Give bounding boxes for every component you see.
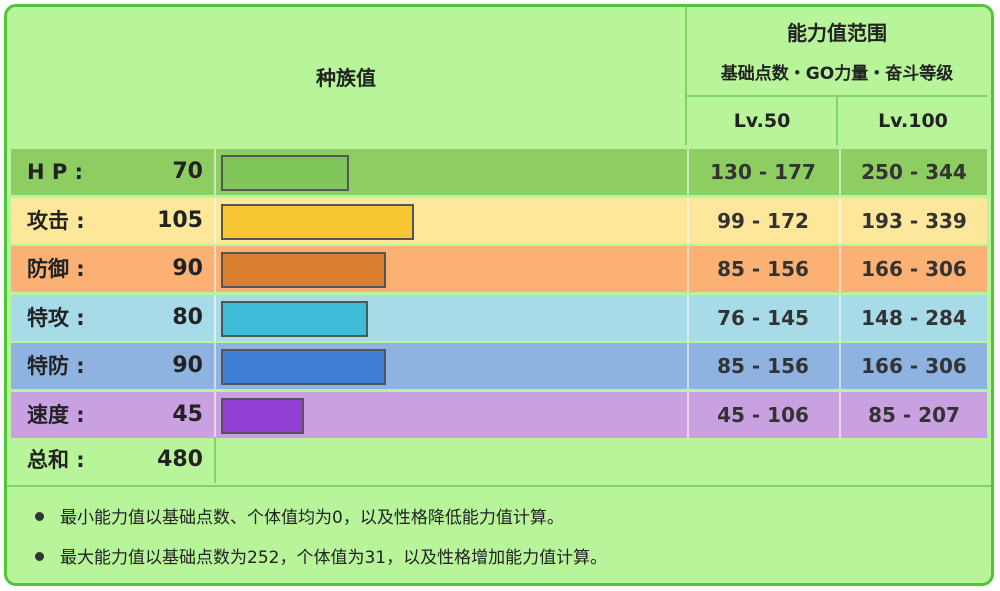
stat-range-title: 能力值范围 [787,20,887,45]
bullet-icon [35,551,44,561]
stat-value: 80 [172,304,203,330]
stat-label: 特攻 : [27,305,85,330]
stat-label: 攻击 : [27,208,85,233]
stat-bar-track [217,392,687,438]
column-divider [687,246,689,292]
stat-bar [221,155,349,191]
stat-row-attack: 攻击 : 105 99 - 172 193 - 339 [11,197,987,244]
note-min-text: 最小能力值以基础点数、个体值均为0，以及性格降低能力值计算。 [60,508,564,528]
stat-bar-track [217,246,687,292]
column-divider [839,149,841,195]
column-divider [839,197,841,244]
note-max: 最大能力值以基础点数为252，个体值为31，以及性格增加能力值计算。 [35,544,607,572]
stat-row-hp: H P : 70 130 - 177 250 - 344 [11,149,987,195]
stat-range-subtitle: 基础点数・GO力量・奋斗等级 [720,63,954,84]
stat-range-lv50: 85 - 156 [717,354,809,378]
column-divider [687,149,689,195]
stat-bar [221,349,386,385]
stat-bar [221,397,304,434]
column-divider [687,391,689,438]
column-divider [839,294,841,341]
stat-range-lv50: 45 - 106 [717,402,809,427]
stat-range-lv100: 250 - 344 [861,160,967,184]
stat-bar-track [217,343,687,389]
stat-value: 105 [157,207,203,233]
column-divider [687,343,689,389]
total-label: 总和 : [27,448,85,472]
lv100-header: Lv.100 [878,110,948,132]
stat-label: 特防 : [27,354,85,378]
stat-bar-track [217,149,687,195]
stat-row-sp-attack: 特攻 : 80 76 - 145 148 - 284 [11,294,987,341]
column-divider [839,391,841,438]
stat-range-lv50: 99 - 172 [717,208,809,233]
stat-value: 90 [172,353,203,378]
stat-range-lv100: 193 - 339 [861,208,967,233]
stat-value: 90 [172,256,203,281]
column-divider [214,149,216,195]
notes-divider [7,485,991,487]
lv50-header: Lv.50 [733,110,791,132]
stat-range-lv100: 166 - 306 [861,354,967,378]
column-divider [214,246,216,292]
note-max-text: 最大能力值以基础点数为252，个体值为31，以及性格增加能力值计算。 [60,548,608,568]
stat-range-lv50: 130 - 177 [710,160,816,184]
column-divider [214,294,216,341]
stat-label: 速度 : [27,402,85,427]
column-divider [687,294,689,341]
stat-range-lv50: 85 - 156 [717,257,809,281]
column-divider [214,391,216,438]
stats-table: 种族值 能力值范围 基础点数・GO力量・奋斗等级 Lv.50 Lv.100 H … [4,4,994,586]
stat-label: 防御 : [27,257,85,281]
stat-bar-track [217,198,687,244]
stat-row-defense: 防御 : 90 85 - 156 166 - 306 [11,246,987,292]
stat-row-speed: 速度 : 45 45 - 106 85 - 207 [11,391,987,438]
stat-value: 45 [172,401,203,427]
stat-label: H P : [27,160,83,184]
stat-range-lv50: 76 - 145 [717,305,809,330]
stat-value: 70 [172,159,203,184]
header-divider [836,95,838,145]
stat-range-lv100: 166 - 306 [861,257,967,281]
stat-bar-track [217,295,687,341]
column-divider [214,197,216,244]
column-divider [839,343,841,389]
column-divider [839,246,841,292]
total-row: 总和 : 480 [11,437,987,483]
column-divider [214,343,216,389]
base-stats-title: 种族值 [316,65,376,90]
stat-range-lv100: 148 - 284 [861,305,967,330]
total-divider [214,437,216,483]
stat-row-sp-defense: 特防 : 90 85 - 156 166 - 306 [11,343,987,389]
stat-bar [221,203,414,240]
stat-bar [221,300,368,337]
total-value: 480 [157,447,203,472]
note-min: 最小能力值以基础点数、个体值均为0，以及性格降低能力值计算。 [35,504,564,532]
stat-range-lv100: 85 - 207 [868,402,960,427]
bullet-icon [35,511,44,521]
header-divider [685,7,687,145]
stat-bar [221,252,386,288]
column-divider [687,197,689,244]
